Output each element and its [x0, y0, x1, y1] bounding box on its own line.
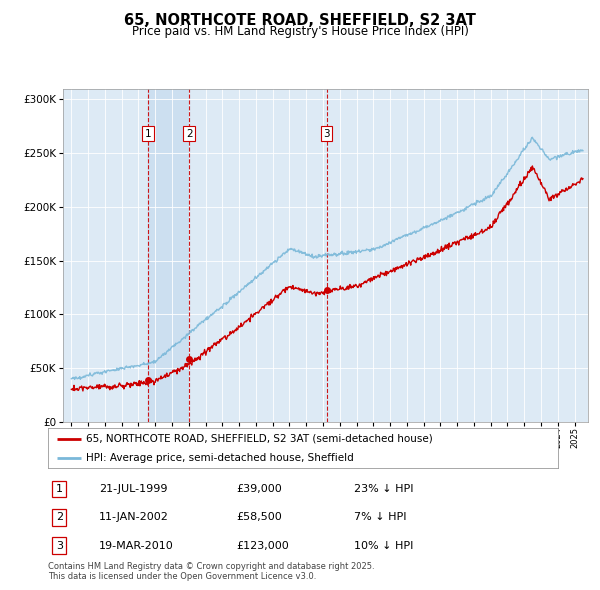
Text: HPI: Average price, semi-detached house, Sheffield: HPI: Average price, semi-detached house,…: [86, 453, 354, 463]
Text: 3: 3: [323, 129, 330, 139]
Text: £58,500: £58,500: [236, 512, 283, 522]
Text: 2: 2: [186, 129, 193, 139]
Text: 7% ↓ HPI: 7% ↓ HPI: [354, 512, 407, 522]
Text: 23% ↓ HPI: 23% ↓ HPI: [354, 484, 413, 494]
Text: 1: 1: [56, 484, 63, 494]
Text: 21-JUL-1999: 21-JUL-1999: [99, 484, 167, 494]
Text: Contains HM Land Registry data © Crown copyright and database right 2025.
This d: Contains HM Land Registry data © Crown c…: [48, 562, 374, 581]
Text: 65, NORTHCOTE ROAD, SHEFFIELD, S2 3AT: 65, NORTHCOTE ROAD, SHEFFIELD, S2 3AT: [124, 13, 476, 28]
Text: Price paid vs. HM Land Registry's House Price Index (HPI): Price paid vs. HM Land Registry's House …: [131, 25, 469, 38]
Text: £123,000: £123,000: [236, 540, 289, 550]
Text: 65, NORTHCOTE ROAD, SHEFFIELD, S2 3AT (semi-detached house): 65, NORTHCOTE ROAD, SHEFFIELD, S2 3AT (s…: [86, 434, 433, 444]
Text: 11-JAN-2002: 11-JAN-2002: [99, 512, 169, 522]
Text: £39,000: £39,000: [236, 484, 283, 494]
Text: 19-MAR-2010: 19-MAR-2010: [99, 540, 174, 550]
Text: 1: 1: [145, 129, 151, 139]
Text: 3: 3: [56, 540, 63, 550]
Text: 10% ↓ HPI: 10% ↓ HPI: [354, 540, 413, 550]
Text: 2: 2: [56, 512, 63, 522]
Bar: [148, 88, 190, 422]
